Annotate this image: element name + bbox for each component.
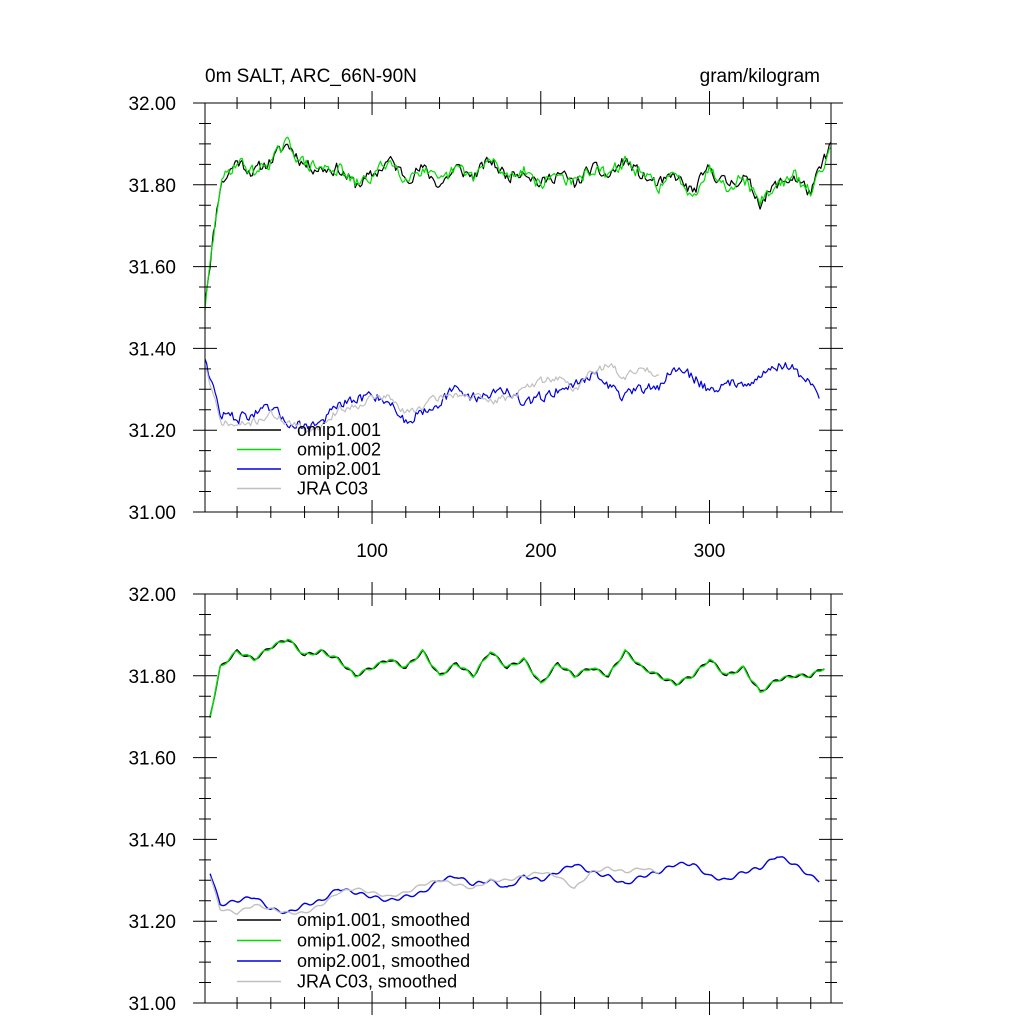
bottom-y-tick-label: 31.20 [128, 912, 176, 933]
bottom-y-tick-label: 31.80 [128, 667, 176, 688]
bottom-chart-ticks [193, 582, 843, 1015]
top-chart-y-tick-labels: 32.00 31.80 31.60 31.40 31.20 31.00 [128, 94, 176, 524]
bottom-y-tick-label: 31.00 [128, 994, 176, 1015]
top-legend-label: omip2.001 [297, 459, 381, 479]
top-legend-label: JRA C03 [297, 479, 368, 499]
top-chart-panel: 32.00 31.80 31.60 31.40 31.20 31.00 100 200 300… [128, 66, 843, 562]
bottom-chart-y-tick-labels: 32.00 31.80 31.60 31.40 31.20 31.00 [128, 585, 176, 1015]
top-y-tick-label: 31.40 [128, 339, 176, 360]
top-legend-label: omip1.002 [297, 440, 381, 460]
top-chart-title: 0m SALT, ARC_66N-90N [205, 66, 417, 87]
bottom-legend-label: omip1.001, smoothed [297, 910, 470, 930]
top-series-omip1-002 [204, 136, 832, 311]
bottom-series-jra-c03-smoothed [209, 866, 659, 915]
bottom-series-omip1-002-smoothed [209, 638, 825, 718]
bottom-series-omip1-001-smoothed [209, 639, 825, 717]
top-chart-series [204, 136, 832, 434]
bottom-chart-tick-marks [193, 582, 843, 1015]
top-x-tick-label: 200 [525, 541, 557, 562]
top-chart-units: gram/kilogram [700, 66, 820, 87]
bottom-legend-label: omip1.002, smoothed [297, 931, 470, 951]
top-chart-tick-marks [193, 91, 843, 524]
bottom-legend-label: JRA C03, smoothed [297, 972, 457, 992]
top-series-jra-c03 [204, 363, 659, 434]
bottom-y-tick-label: 31.40 [128, 830, 176, 851]
top-series-omip1-001 [204, 141, 832, 303]
top-chart-x-tick-labels: 100 200 300 [356, 541, 725, 562]
bottom-chart-series [209, 638, 825, 915]
top-y-tick-label: 31.60 [128, 258, 176, 279]
top-y-tick-label: 32.00 [128, 94, 176, 115]
top-chart-ticks [193, 91, 843, 524]
bottom-y-tick-label: 31.60 [128, 749, 176, 770]
top-y-tick-label: 31.20 [128, 421, 176, 442]
top-x-tick-label: 100 [356, 541, 388, 562]
bottom-chart-panel: 32.00 31.80 31.60 31.40 31.20 31.00 omip1.001… [128, 582, 843, 1015]
top-y-tick-label: 31.80 [128, 176, 176, 197]
bottom-legend-label: omip2.001, smoothed [297, 951, 470, 971]
top-legend-label: omip1.001 [297, 420, 381, 440]
bottom-y-tick-label: 32.00 [128, 585, 176, 606]
bottom-series-omip2-001-smoothed [209, 856, 820, 915]
top-x-tick-label: 300 [694, 541, 726, 562]
top-y-tick-label: 31.00 [128, 503, 176, 524]
